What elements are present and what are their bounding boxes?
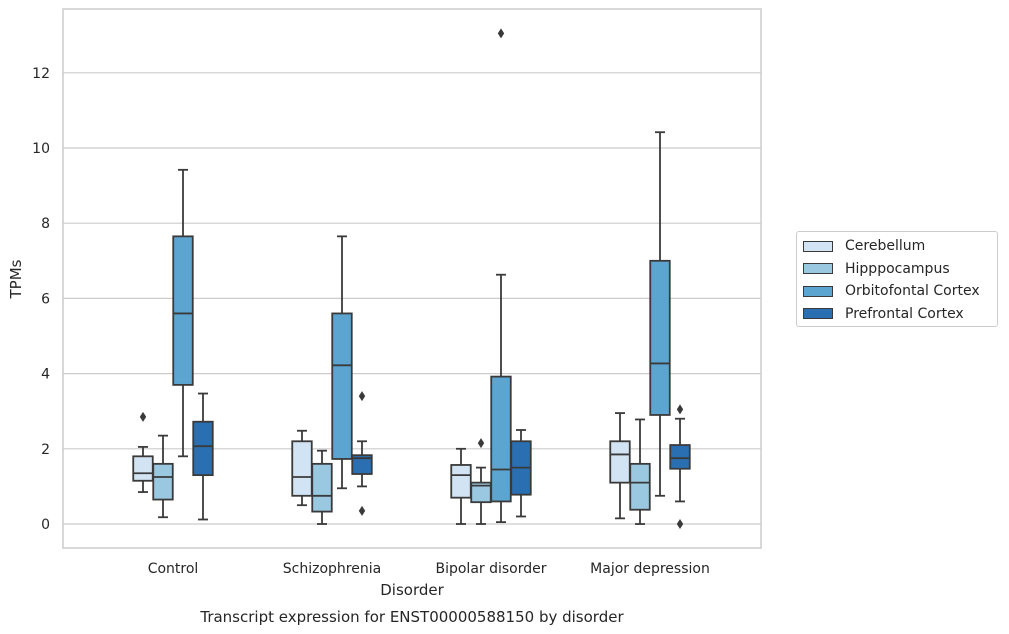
box — [152, 462, 174, 501]
legend-item: Cerebellum — [797, 235, 997, 258]
y-tick-label: 0 — [41, 517, 50, 533]
x-tick-label: Bipolar disorder — [435, 561, 546, 577]
chart-title: Transcript expression for ENST0000058815… — [199, 608, 624, 626]
box-prefrontal-cortex-schizophrenia — [351, 391, 373, 516]
box-hipppocampus-bipolar-disorder — [470, 438, 492, 525]
legend-label: Hipppocampus — [845, 260, 950, 277]
box — [649, 259, 671, 416]
y-axis-label: TPMs — [7, 259, 25, 299]
legend: Cerebellum Hipppocampus Orbitofontal Corte… — [796, 231, 998, 327]
box — [669, 444, 691, 470]
legend-item: Hipppocampus — [797, 258, 997, 281]
box-cerebellum-bipolar-disorder — [450, 447, 472, 525]
legend-label: Cerebellum — [845, 238, 926, 255]
box — [172, 235, 194, 386]
box — [331, 312, 353, 460]
box-prefrontal-cortex-control — [192, 392, 214, 521]
box-hipppocampus-schizophrenia — [311, 449, 333, 525]
outlier-point — [676, 404, 684, 415]
x-tick-label: Control — [148, 561, 199, 577]
outlier-point — [676, 519, 684, 529]
legend-swatch — [803, 308, 833, 320]
x-tick-label: Schizophrenia — [283, 561, 381, 577]
outlier-point — [477, 438, 485, 449]
box — [629, 462, 651, 511]
y-tick-label: 6 — [41, 291, 50, 307]
x-tick-labels: Control Schizophrenia Bipolar disorder Majo… — [148, 561, 710, 577]
box-orbitofontal-cortex-control — [172, 168, 194, 458]
box — [490, 375, 512, 503]
y-tick-label: 2 — [41, 442, 50, 458]
outlier-point — [358, 505, 366, 516]
box-orbitofontal-cortex-schizophrenia — [331, 235, 353, 490]
box — [132, 455, 154, 482]
box — [291, 440, 313, 497]
box-hipppocampus-control — [152, 434, 174, 519]
box-plots — [132, 28, 691, 529]
box — [351, 454, 373, 475]
box-hipppocampus-major-depression — [629, 418, 651, 525]
y-tick-label: 8 — [41, 216, 50, 232]
outlier-point — [358, 391, 366, 402]
y-tick-label: 12 — [32, 66, 50, 82]
box-orbitofontal-cortex-bipolar-disorder — [490, 28, 512, 524]
legend-label: Orbitofontal Cortex — [845, 283, 980, 300]
outlier-point — [497, 28, 505, 39]
outlier-point — [139, 411, 147, 422]
box-prefrontal-cortex-bipolar-disorder — [510, 429, 532, 518]
box — [311, 462, 333, 513]
x-axis-label: Disorder — [380, 581, 444, 599]
box-cerebellum-major-depression — [609, 412, 631, 520]
y-tick-label: 10 — [32, 141, 50, 157]
box-orbitofontal-cortex-major-depression — [649, 131, 671, 497]
box — [609, 440, 631, 484]
legend-item: Orbitofontal Cortex — [797, 280, 997, 303]
x-tick-label: Major depression — [590, 561, 710, 577]
box-prefrontal-cortex-major-depression — [669, 404, 691, 529]
legend-label: Prefrontal Cortex — [845, 305, 964, 322]
box-cerebellum-control — [132, 411, 154, 493]
legend-swatch — [803, 285, 833, 297]
legend-swatch — [803, 263, 833, 275]
box-cerebellum-schizophrenia — [291, 429, 313, 507]
y-tick-labels: 0 2 4 6 8 10 12 — [32, 66, 50, 533]
box — [192, 420, 214, 477]
legend-item: Prefrontal Cortex — [797, 303, 997, 326]
y-tick-label: 4 — [41, 367, 50, 383]
plot-frame — [62, 8, 762, 549]
legend-swatch — [803, 240, 833, 252]
box — [450, 464, 472, 499]
